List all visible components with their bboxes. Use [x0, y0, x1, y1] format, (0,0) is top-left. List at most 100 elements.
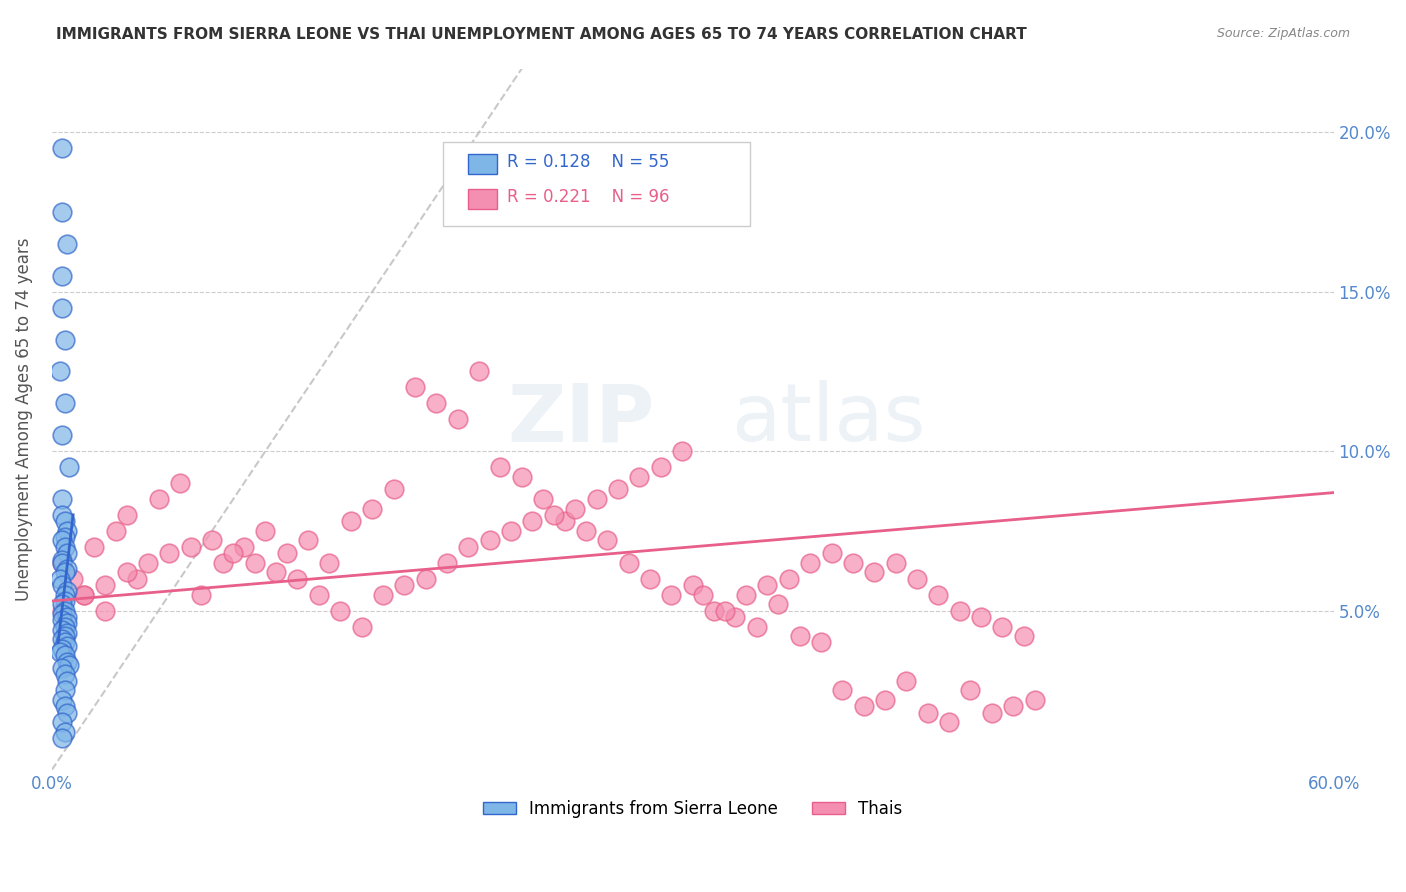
Point [51, 552, 73, 566]
Point [756, 578, 779, 592]
Point [991, 619, 1014, 633]
Point [55, 706, 77, 720]
Point [51, 578, 73, 592]
Point [585, 491, 607, 506]
Point [49, 645, 72, 659]
Point [575, 524, 598, 538]
Point [415, 572, 437, 586]
Point [564, 501, 586, 516]
Point [115, 566, 138, 580]
Point [447, 412, 470, 426]
Point [394, 578, 416, 592]
Point [51, 693, 73, 707]
Point [51, 661, 73, 675]
Point [820, 546, 842, 560]
Point [51, 641, 73, 656]
Point [831, 683, 853, 698]
Point [51, 623, 73, 637]
Point [201, 533, 224, 548]
Point [297, 533, 319, 548]
Point [884, 556, 907, 570]
Point [543, 508, 565, 522]
Point [1002, 699, 1025, 714]
Point [51, 556, 73, 570]
Point [53, 333, 76, 347]
Point [842, 556, 865, 570]
Point [340, 514, 363, 528]
Point [789, 629, 811, 643]
Point [531, 491, 554, 506]
Point [53, 667, 76, 681]
Point [778, 572, 800, 586]
Point [51, 141, 73, 155]
Point [51, 603, 73, 617]
Point [53, 540, 76, 554]
Point [53, 588, 76, 602]
Text: R = 0.221    N = 96: R = 0.221 N = 96 [506, 188, 669, 206]
Point [51, 491, 73, 506]
Point [659, 588, 682, 602]
Point [53, 396, 76, 410]
Point [51, 556, 73, 570]
Point [425, 396, 447, 410]
Point [638, 572, 661, 586]
Point [1024, 693, 1046, 707]
Point [55, 655, 77, 669]
Point [53, 566, 76, 580]
Point [55, 639, 77, 653]
Point [51, 268, 73, 283]
Point [51, 607, 73, 621]
Point [970, 610, 993, 624]
Point [148, 491, 170, 506]
Point [713, 603, 735, 617]
Point [136, 556, 159, 570]
Point [501, 524, 523, 538]
Point [628, 469, 651, 483]
Text: ZIP: ZIP [508, 380, 654, 458]
Point [55, 524, 77, 538]
Point [404, 380, 426, 394]
Point [917, 706, 939, 720]
Point [51, 715, 73, 730]
Point [873, 693, 896, 707]
FancyBboxPatch shape [468, 154, 496, 174]
Point [703, 603, 725, 617]
Point [53, 603, 76, 617]
FancyBboxPatch shape [443, 142, 751, 227]
Point [51, 632, 73, 647]
Point [104, 524, 127, 538]
Point [949, 603, 972, 617]
Point [180, 540, 202, 554]
Point [58, 460, 80, 475]
Point [233, 540, 256, 554]
Point [115, 508, 138, 522]
Point [468, 364, 491, 378]
Point [510, 469, 533, 483]
Point [127, 572, 149, 586]
Point [73, 588, 96, 602]
Point [264, 566, 287, 580]
Point [276, 546, 298, 560]
Point [157, 546, 180, 560]
Point [682, 578, 704, 592]
Point [53, 683, 76, 698]
Point [53, 629, 76, 643]
Legend: Immigrants from Sierra Leone, Thais: Immigrants from Sierra Leone, Thais [477, 794, 910, 825]
Point [371, 588, 394, 602]
Point [243, 556, 266, 570]
Point [55, 562, 77, 576]
Point [169, 476, 191, 491]
Point [51, 613, 73, 627]
Point [55, 610, 77, 624]
Point [51, 508, 73, 522]
Y-axis label: Unemployment Among Ages 65 to 74 years: Unemployment Among Ages 65 to 74 years [15, 237, 32, 601]
Point [852, 699, 875, 714]
Point [55, 626, 77, 640]
Point [53, 594, 76, 608]
Point [55, 584, 77, 599]
Point [51, 597, 73, 611]
Point [522, 514, 544, 528]
Point [53, 635, 76, 649]
Point [53, 648, 76, 663]
FancyBboxPatch shape [468, 189, 496, 209]
